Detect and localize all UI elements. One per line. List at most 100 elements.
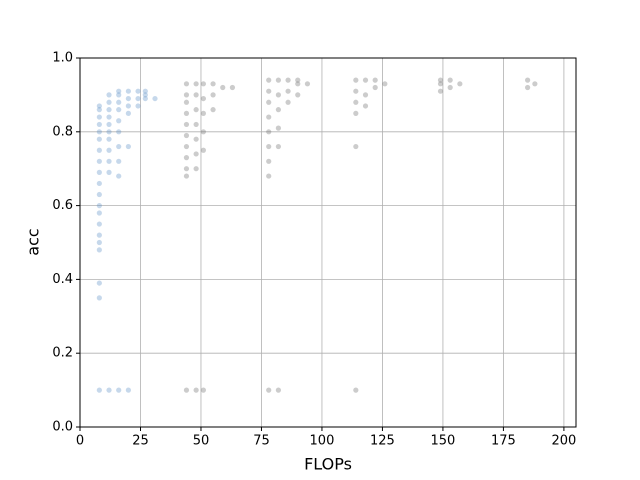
point bbox=[96, 247, 102, 253]
point bbox=[200, 81, 206, 87]
point bbox=[193, 387, 199, 393]
point bbox=[266, 99, 272, 105]
point bbox=[96, 136, 102, 142]
point bbox=[200, 147, 206, 153]
point bbox=[353, 77, 359, 83]
point bbox=[353, 387, 359, 393]
x-tick-label: 0 bbox=[76, 434, 84, 449]
point bbox=[106, 92, 112, 98]
point bbox=[96, 180, 102, 187]
x-tick-label: 125 bbox=[370, 434, 395, 449]
point bbox=[135, 95, 141, 102]
point bbox=[183, 110, 190, 116]
point bbox=[96, 169, 102, 175]
point bbox=[229, 84, 236, 91]
point bbox=[532, 81, 538, 87]
point bbox=[382, 81, 388, 87]
point bbox=[353, 143, 359, 150]
point bbox=[96, 203, 102, 209]
x-tick-label: 25 bbox=[132, 434, 149, 449]
point bbox=[106, 114, 112, 120]
point bbox=[193, 92, 199, 98]
point bbox=[183, 99, 190, 105]
point bbox=[106, 121, 112, 128]
point bbox=[106, 169, 112, 175]
point bbox=[193, 136, 199, 142]
point bbox=[193, 121, 199, 128]
point bbox=[304, 81, 311, 87]
plot-frame bbox=[79, 57, 577, 428]
point bbox=[353, 99, 359, 105]
point bbox=[210, 92, 216, 98]
point bbox=[437, 88, 444, 94]
point bbox=[266, 143, 272, 150]
point bbox=[266, 173, 272, 179]
point bbox=[200, 110, 206, 116]
point bbox=[142, 95, 148, 102]
point bbox=[457, 81, 463, 87]
point bbox=[210, 107, 216, 113]
y-axis-label: acc bbox=[24, 228, 43, 255]
point bbox=[275, 92, 281, 98]
x-tick-label: 175 bbox=[491, 434, 516, 449]
point bbox=[183, 121, 190, 128]
y-tick-label: 0.6 bbox=[52, 198, 73, 213]
y-tick-label: 0.8 bbox=[52, 124, 73, 139]
point bbox=[275, 125, 281, 131]
point bbox=[116, 99, 122, 105]
point bbox=[266, 114, 272, 120]
point bbox=[266, 77, 272, 83]
point bbox=[96, 387, 102, 393]
y-tick-label: 1.0 bbox=[52, 51, 73, 66]
point bbox=[135, 88, 141, 94]
point bbox=[200, 387, 206, 393]
point bbox=[96, 210, 102, 216]
point bbox=[152, 95, 158, 102]
point bbox=[437, 81, 444, 87]
point bbox=[96, 191, 102, 198]
point bbox=[106, 129, 112, 135]
point bbox=[353, 88, 359, 94]
point bbox=[106, 99, 112, 105]
point bbox=[116, 143, 122, 150]
point bbox=[193, 166, 199, 172]
point bbox=[183, 81, 190, 87]
point bbox=[125, 143, 131, 150]
point bbox=[116, 129, 122, 135]
y-tick-label: 0.4 bbox=[52, 272, 73, 287]
point bbox=[142, 92, 148, 98]
point bbox=[200, 95, 206, 102]
point bbox=[96, 121, 102, 128]
point bbox=[116, 387, 122, 393]
point bbox=[266, 387, 272, 393]
point bbox=[135, 103, 141, 109]
point bbox=[447, 84, 453, 91]
y-tick-label: 0.0 bbox=[52, 420, 73, 435]
point bbox=[116, 92, 122, 98]
point bbox=[295, 92, 301, 98]
point bbox=[96, 239, 102, 246]
point bbox=[96, 103, 102, 109]
x-tick-label: 150 bbox=[431, 434, 456, 449]
point bbox=[142, 88, 148, 94]
point bbox=[525, 77, 531, 83]
point bbox=[447, 77, 453, 83]
point bbox=[183, 166, 190, 172]
point bbox=[183, 143, 190, 150]
point bbox=[116, 118, 122, 124]
point bbox=[96, 129, 102, 135]
point bbox=[275, 107, 281, 113]
point bbox=[96, 147, 102, 153]
point bbox=[106, 387, 112, 393]
point bbox=[125, 387, 131, 393]
point bbox=[193, 81, 199, 87]
point bbox=[183, 173, 190, 179]
point bbox=[372, 84, 378, 91]
point bbox=[525, 84, 531, 91]
point bbox=[106, 107, 112, 113]
point bbox=[96, 114, 102, 120]
point bbox=[275, 77, 281, 83]
point bbox=[106, 158, 112, 164]
point bbox=[266, 158, 272, 164]
